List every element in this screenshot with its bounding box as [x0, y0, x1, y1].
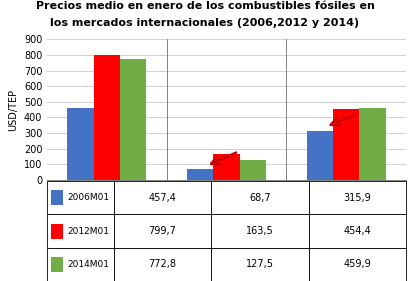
Bar [306, 130, 332, 180]
Bar [213, 154, 239, 180]
Bar [47, 181, 113, 214]
Bar [47, 214, 113, 248]
Bar [52, 191, 63, 205]
Text: 68,7: 68,7 [249, 193, 270, 203]
Bar [67, 108, 94, 180]
Text: 2012M01: 2012M01 [67, 226, 109, 236]
Bar [211, 214, 308, 248]
Bar [308, 248, 405, 281]
Text: 799,7: 799,7 [148, 226, 176, 236]
Text: 127,5: 127,5 [245, 259, 273, 269]
Bar [52, 224, 63, 239]
Y-axis label: USD/TEP: USD/TEP [8, 89, 18, 131]
Text: 163,5: 163,5 [245, 226, 273, 236]
Text: 315,9: 315,9 [343, 193, 370, 203]
Text: los mercados internacionales (2006,2012 y 2014): los mercados internacionales (2006,2012 … [50, 18, 359, 28]
Bar [94, 55, 120, 180]
Bar [47, 248, 113, 281]
Text: 457,4: 457,4 [148, 193, 176, 203]
Bar [358, 108, 384, 180]
Bar [211, 181, 308, 214]
Bar [187, 169, 213, 180]
Bar [113, 214, 211, 248]
Bar [120, 59, 146, 180]
Text: 2014M01: 2014M01 [67, 260, 109, 269]
Text: 454,4: 454,4 [343, 226, 370, 236]
Bar [239, 160, 265, 180]
Bar [113, 181, 211, 214]
Bar [308, 181, 405, 214]
Bar [52, 257, 63, 272]
Text: 459,9: 459,9 [343, 259, 370, 269]
Bar [308, 214, 405, 248]
Text: 2006M01: 2006M01 [67, 193, 109, 202]
Text: Precios medio en enero de los combustibles fósiles en: Precios medio en enero de los combustibl… [36, 1, 373, 12]
Bar [113, 248, 211, 281]
Bar [332, 109, 358, 180]
Text: 772,8: 772,8 [148, 259, 176, 269]
Bar [211, 248, 308, 281]
